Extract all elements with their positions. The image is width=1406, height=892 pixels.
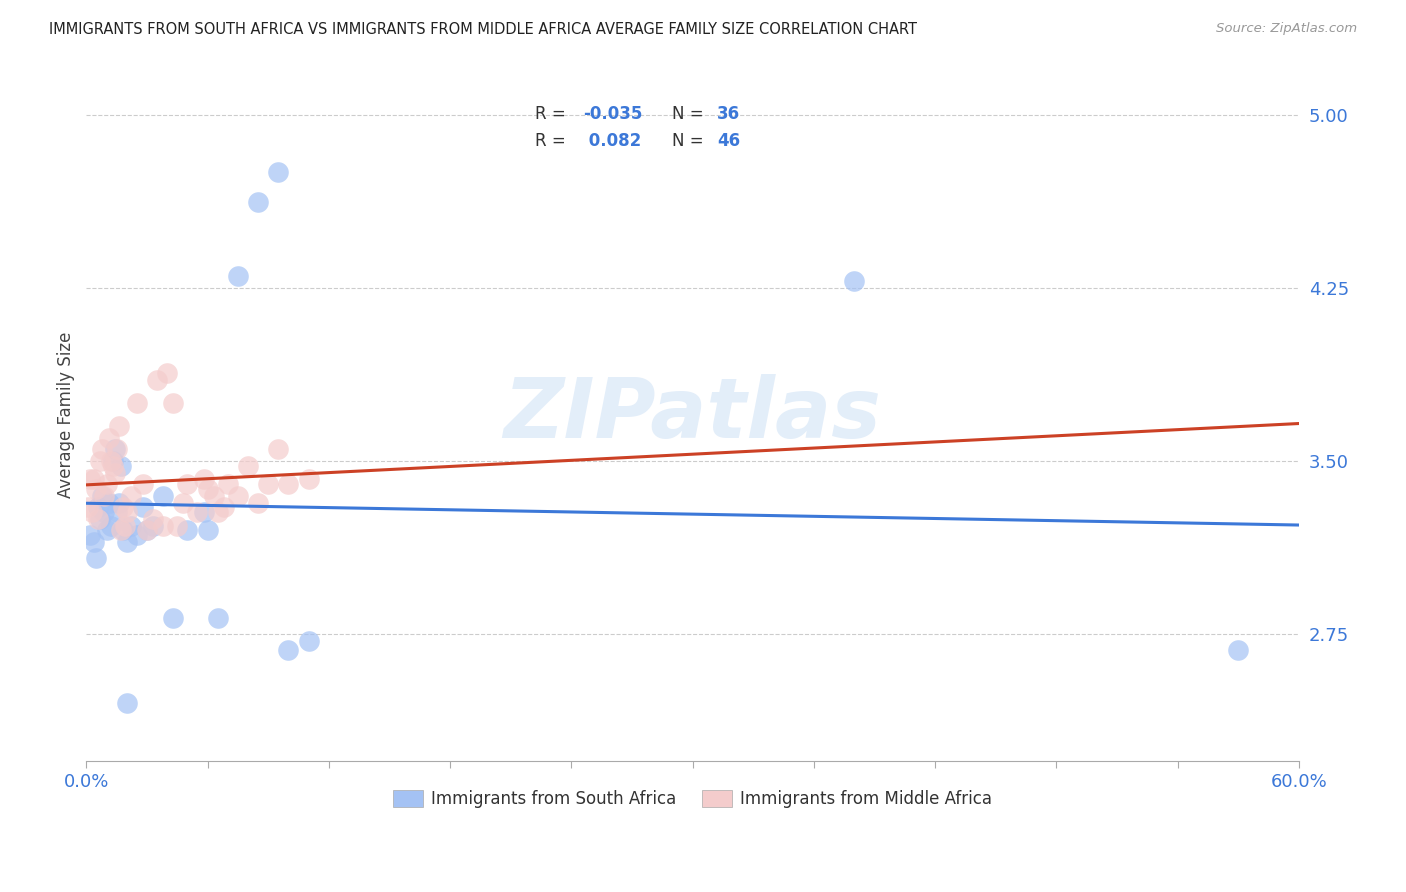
Point bbox=[125, 528, 148, 542]
Point bbox=[87, 511, 110, 525]
Point bbox=[86, 550, 108, 565]
Point bbox=[105, 442, 128, 457]
Point bbox=[96, 477, 118, 491]
Point bbox=[277, 477, 299, 491]
Point bbox=[115, 505, 138, 519]
Point bbox=[110, 458, 132, 473]
Point bbox=[86, 482, 108, 496]
Point bbox=[152, 518, 174, 533]
Point bbox=[100, 454, 122, 468]
Text: 36: 36 bbox=[717, 104, 740, 122]
Point bbox=[110, 523, 132, 537]
Text: IMMIGRANTS FROM SOUTH AFRICA VS IMMIGRANTS FROM MIDDLE AFRICA AVERAGE FAMILY SIZ: IMMIGRANTS FROM SOUTH AFRICA VS IMMIGRAN… bbox=[49, 22, 917, 37]
Point bbox=[83, 534, 105, 549]
Point bbox=[156, 366, 179, 380]
Point bbox=[115, 697, 138, 711]
Point bbox=[101, 454, 124, 468]
Point bbox=[202, 489, 225, 503]
Point bbox=[297, 634, 319, 648]
Point bbox=[77, 500, 100, 515]
Point bbox=[267, 165, 290, 179]
Point bbox=[226, 489, 249, 503]
Point bbox=[114, 518, 136, 533]
Point bbox=[100, 518, 122, 533]
Text: ZIPatlas: ZIPatlas bbox=[503, 375, 882, 455]
Point bbox=[115, 534, 138, 549]
Point bbox=[844, 274, 866, 288]
Point bbox=[89, 454, 111, 468]
Text: 0.082: 0.082 bbox=[583, 132, 641, 150]
Point bbox=[120, 489, 142, 503]
Point bbox=[120, 518, 142, 533]
Point bbox=[142, 511, 165, 525]
Point bbox=[135, 523, 157, 537]
Point bbox=[132, 500, 155, 515]
Text: 46: 46 bbox=[717, 132, 740, 150]
Text: R =: R = bbox=[534, 132, 565, 150]
Point bbox=[162, 396, 184, 410]
Point bbox=[176, 477, 198, 491]
Point bbox=[125, 396, 148, 410]
Point bbox=[89, 511, 111, 525]
Point bbox=[103, 466, 125, 480]
Text: Source: ZipAtlas.com: Source: ZipAtlas.com bbox=[1216, 22, 1357, 36]
Point bbox=[172, 495, 194, 509]
Point bbox=[111, 500, 134, 515]
Text: N =: N = bbox=[672, 104, 703, 122]
Point bbox=[193, 472, 215, 486]
Point bbox=[1227, 643, 1250, 657]
Point bbox=[83, 472, 105, 486]
Point bbox=[97, 495, 120, 509]
Point bbox=[111, 523, 134, 537]
Point bbox=[142, 518, 165, 533]
Y-axis label: Average Family Size: Average Family Size bbox=[58, 332, 75, 498]
Point bbox=[226, 269, 249, 284]
Point bbox=[107, 495, 129, 509]
Point bbox=[297, 472, 319, 486]
Point bbox=[93, 489, 115, 503]
Point bbox=[79, 528, 101, 542]
Point bbox=[207, 505, 229, 519]
Point bbox=[82, 505, 104, 519]
Point bbox=[101, 458, 124, 473]
Point bbox=[97, 431, 120, 445]
Point bbox=[91, 442, 114, 457]
Point bbox=[277, 643, 299, 657]
Text: -0.035: -0.035 bbox=[583, 104, 643, 122]
Point bbox=[162, 611, 184, 625]
Text: R =: R = bbox=[534, 104, 565, 122]
Point bbox=[87, 500, 110, 515]
Point bbox=[207, 611, 229, 625]
Point bbox=[176, 523, 198, 537]
Point bbox=[103, 442, 125, 457]
Point bbox=[79, 472, 101, 486]
Point bbox=[93, 505, 115, 519]
Point bbox=[105, 505, 128, 519]
Legend: Immigrants from South Africa, Immigrants from Middle Africa: Immigrants from South Africa, Immigrants… bbox=[387, 783, 998, 815]
Point bbox=[152, 489, 174, 503]
Point bbox=[212, 500, 235, 515]
Point bbox=[91, 489, 114, 503]
Point bbox=[135, 523, 157, 537]
Point bbox=[267, 442, 290, 457]
Point bbox=[107, 419, 129, 434]
Point bbox=[197, 482, 219, 496]
Point bbox=[217, 477, 239, 491]
Point bbox=[247, 495, 270, 509]
Point bbox=[197, 523, 219, 537]
Point bbox=[236, 458, 259, 473]
Point bbox=[146, 373, 169, 387]
Point bbox=[96, 523, 118, 537]
Text: N =: N = bbox=[672, 132, 703, 150]
Point bbox=[186, 505, 208, 519]
Point bbox=[257, 477, 280, 491]
Point bbox=[132, 477, 155, 491]
Point bbox=[247, 195, 270, 210]
Point bbox=[166, 518, 188, 533]
Point bbox=[193, 505, 215, 519]
